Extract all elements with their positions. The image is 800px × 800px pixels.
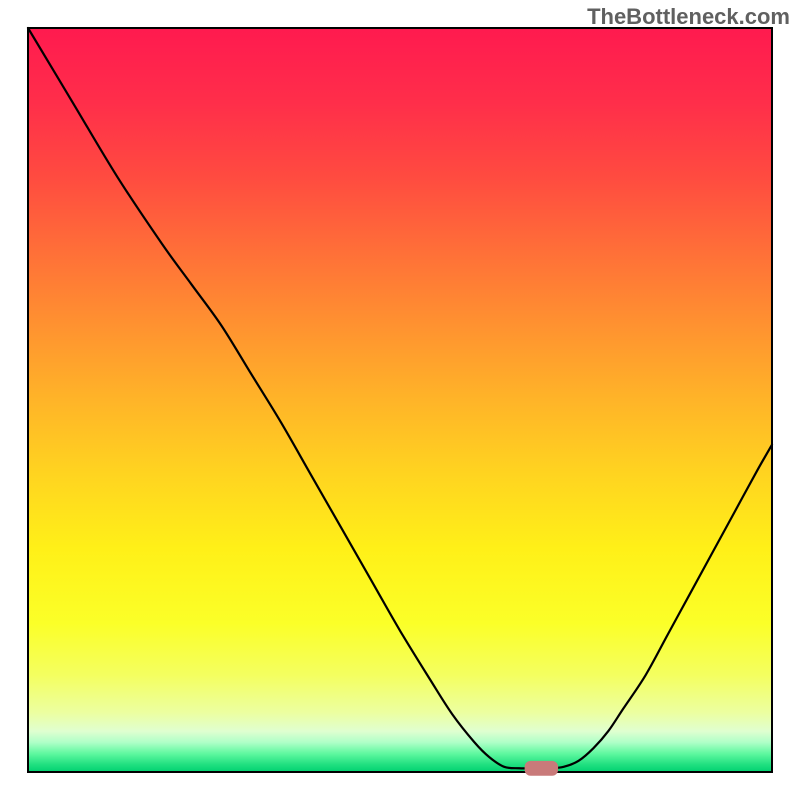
watermark-text: TheBottleneck.com [587,4,790,30]
bottleneck-chart [0,0,800,800]
bottleneck-marker [525,761,558,776]
plot-background [28,28,772,772]
chart-container: { "watermark": { "text": "TheBottleneck.… [0,0,800,800]
